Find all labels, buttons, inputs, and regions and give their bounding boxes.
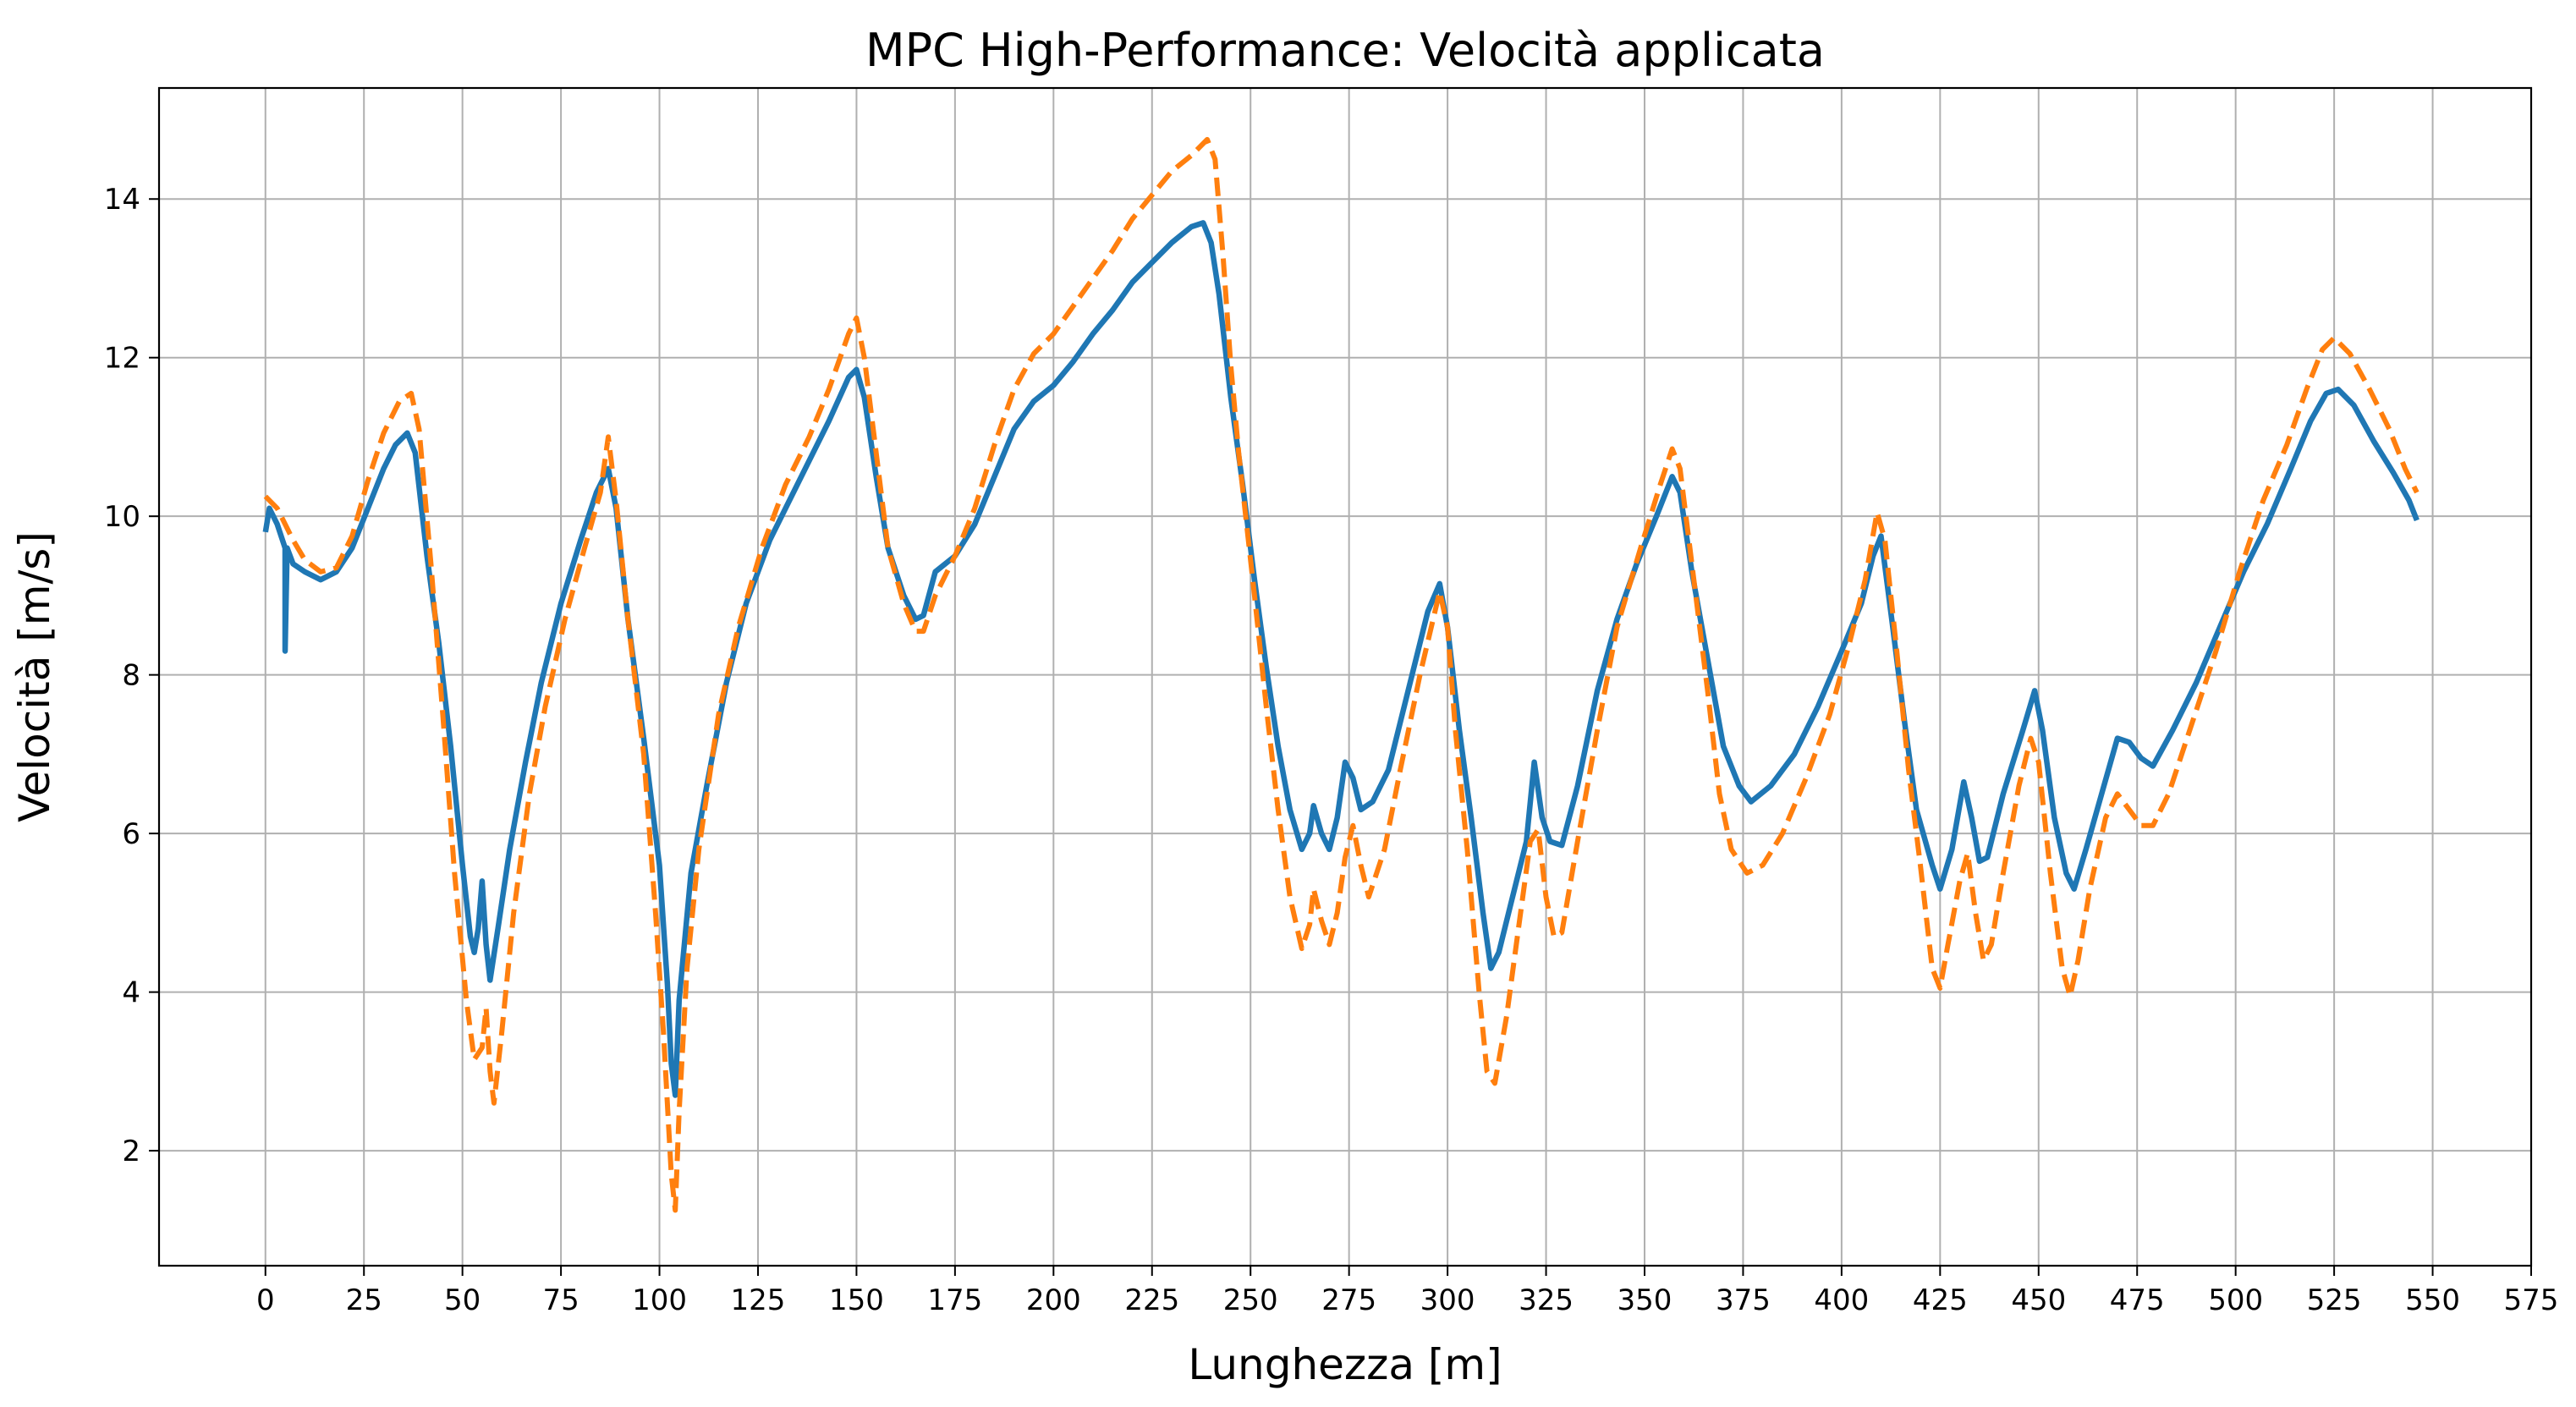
y-tick-label: 6 (122, 817, 140, 851)
series-lines (262, 136, 2419, 1213)
x-tick-label: 100 (632, 1283, 687, 1317)
y-tick-label: 2 (122, 1135, 140, 1168)
axis-ticks: 0 25 50 75 100 125 150 175 200 225 250 275 300 325 350… (104, 183, 2559, 1317)
x-tick-label: 75 (542, 1283, 579, 1317)
series-line-2 (263, 136, 2419, 1213)
x-tick-label: 125 (731, 1283, 786, 1317)
x-tick-label: 325 (1519, 1283, 1574, 1317)
x-tick-label: 500 (2208, 1283, 2263, 1317)
y-tick-label: 14 (104, 183, 140, 217)
x-tick-label: 450 (2011, 1283, 2066, 1317)
y-axis-label: Velocità [m/s] (10, 531, 59, 822)
x-tick-label: 225 (1124, 1283, 1179, 1317)
x-tick-label: 200 (1026, 1283, 1081, 1317)
x-tick-label: 50 (444, 1283, 481, 1317)
y-tick-label: 4 (122, 976, 140, 1010)
x-tick-label: 250 (1223, 1283, 1278, 1317)
x-tick-label: 175 (927, 1283, 982, 1317)
y-tick-label: 10 (104, 500, 140, 534)
x-tick-label: 0 (256, 1283, 275, 1317)
x-tick-label: 425 (1913, 1283, 1968, 1317)
x-tick-label: 575 (2504, 1283, 2559, 1317)
x-tick-label: 275 (1321, 1283, 1376, 1317)
y-tick-label: 12 (104, 342, 140, 376)
x-tick-label: 400 (1814, 1283, 1869, 1317)
grid-lines (159, 88, 2532, 1266)
x-tick-label: 475 (2110, 1283, 2165, 1317)
x-tick-label: 550 (2405, 1283, 2460, 1317)
x-tick-label: 300 (1420, 1283, 1475, 1317)
x-tick-label: 150 (829, 1283, 884, 1317)
x-tick-label: 350 (1618, 1283, 1672, 1317)
chart-title: MPC High-Performance: Velocità applicata (865, 24, 1825, 77)
x-tick-label: 25 (346, 1283, 382, 1317)
series-line-1 (262, 220, 2419, 1098)
x-tick-label: 375 (1716, 1283, 1771, 1317)
x-tick-label: 525 (2307, 1283, 2362, 1317)
y-tick-label: 8 (122, 659, 140, 693)
plot-frame (157, 86, 2533, 1267)
x-axis-label: Lunghezza [m] (1188, 1340, 1502, 1389)
